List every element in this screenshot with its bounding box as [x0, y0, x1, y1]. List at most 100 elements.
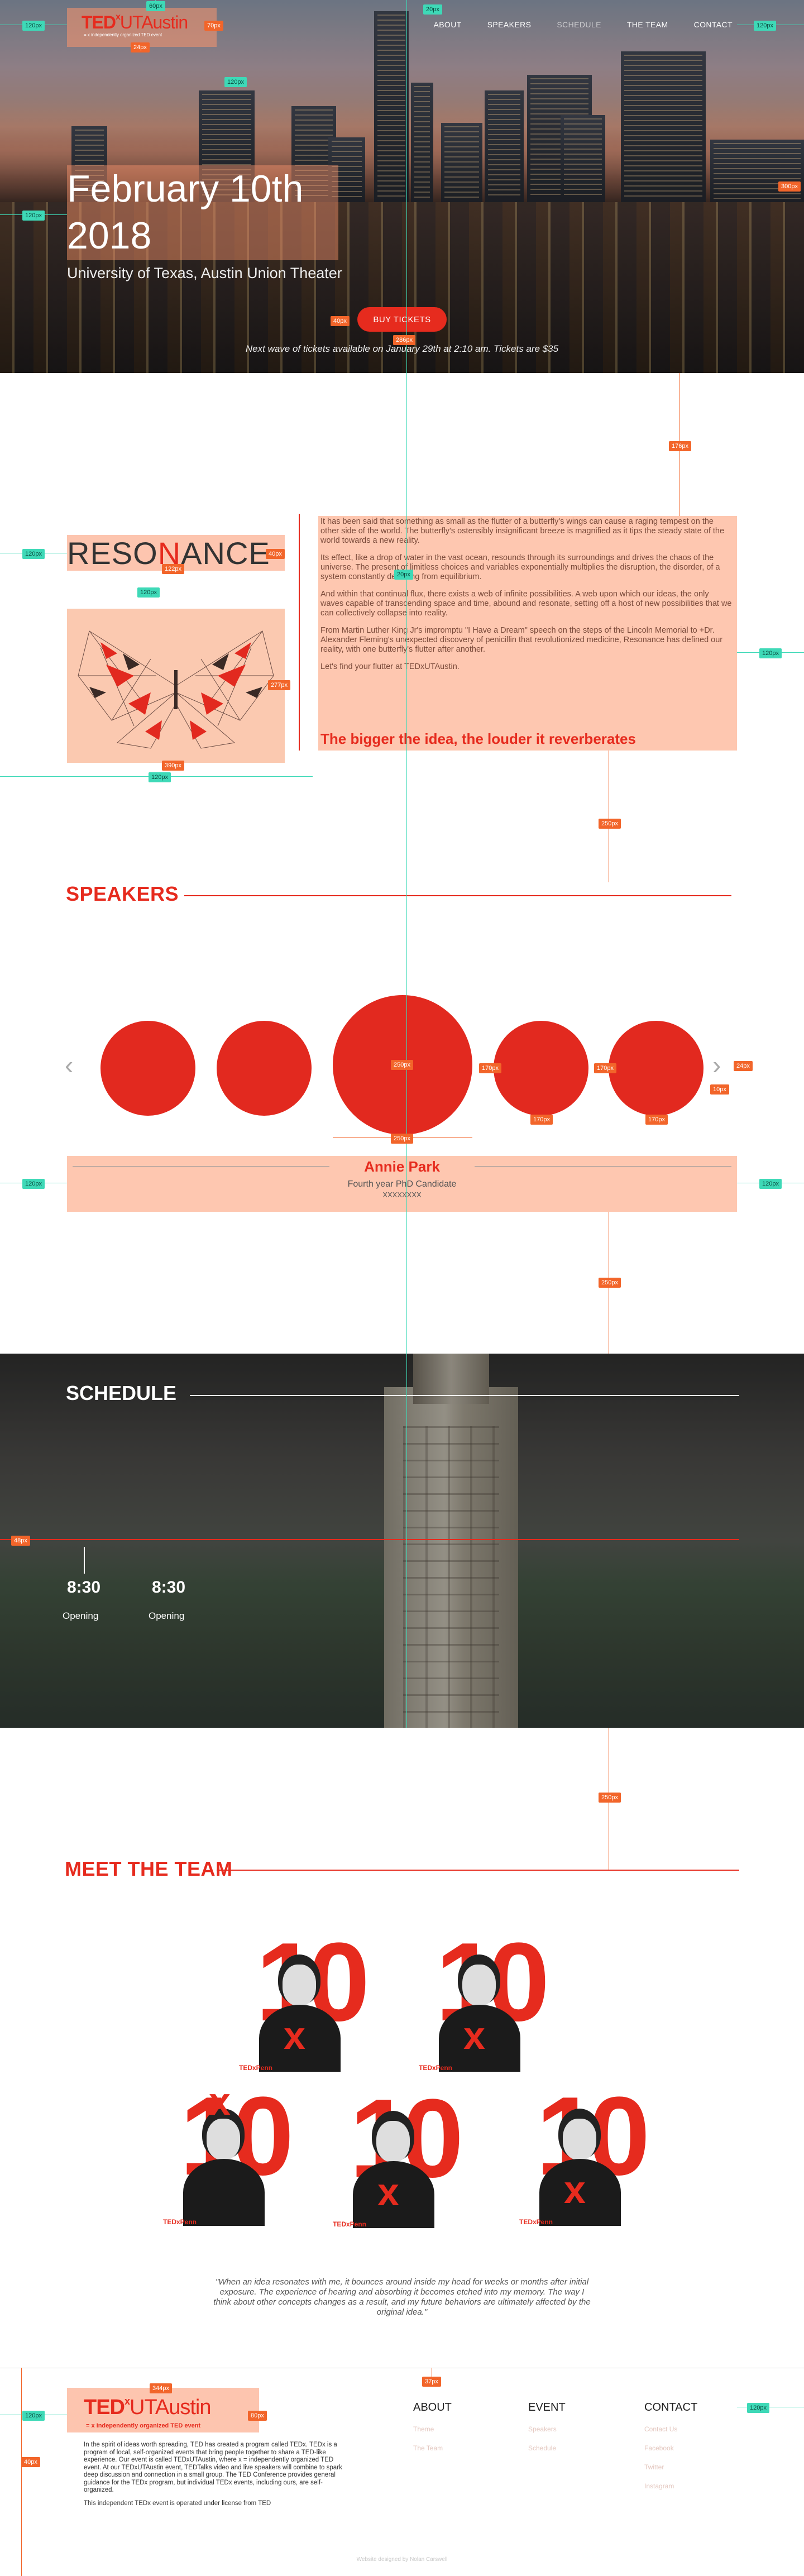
- spec-label: 20px: [423, 4, 442, 15]
- nav-schedule[interactable]: SCHEDULE: [557, 20, 601, 29]
- schedule-overlay: [0, 1354, 804, 1728]
- team-member-card[interactable]: 10 x TEDxPenn: [233, 1921, 370, 2083]
- x-icon: x: [284, 2014, 305, 2057]
- footer-link-facebook[interactable]: Facebook: [644, 2444, 674, 2452]
- chevron-left-icon[interactable]: ‹: [65, 1050, 74, 1079]
- buy-tickets-button[interactable]: BUY TICKETS: [357, 307, 447, 332]
- resonance-paragraph: Its effect, like a drop of water in the …: [320, 553, 720, 581]
- header-logo-tagline: = x independently organized TED event: [84, 32, 162, 37]
- x-icon: x: [463, 2014, 485, 2057]
- spec-label: 277px: [268, 680, 290, 690]
- team-member-card[interactable]: 10 x TEDxPenn: [413, 1921, 550, 2083]
- design-credit: Website designed by Nolan Carswell: [356, 2556, 448, 2563]
- nav-contact[interactable]: CONTACT: [693, 20, 733, 29]
- speaker-name-rule-right: [475, 1166, 731, 1167]
- footer-logo[interactable]: TEDxUTAustin: [84, 2396, 211, 2419]
- team-rule: [217, 1870, 739, 1871]
- tower-photo: [384, 1387, 518, 1728]
- member-brand: TEDxPenn: [519, 2218, 553, 2226]
- member-brand: TEDxPenn: [333, 2220, 367, 2228]
- member-face: [207, 2119, 240, 2160]
- spec-label: 170px: [530, 1115, 553, 1125]
- spec-label: 170px: [645, 1115, 668, 1125]
- header-logo[interactable]: TEDxUTAustin: [82, 12, 188, 32]
- spec-label: 120px: [149, 772, 171, 782]
- speaker-avatar[interactable]: [217, 1021, 312, 1116]
- spec-label: 250px: [599, 1793, 621, 1803]
- footer-link-contact[interactable]: Contact Us: [644, 2425, 678, 2433]
- resonance-paragraph: From Martin Luther King Jr's impromptu "…: [320, 626, 723, 654]
- resonance-title: RESONANCE: [67, 536, 270, 571]
- spec-label: 40px: [331, 316, 350, 326]
- date-highlight: [67, 165, 338, 260]
- resonance-tagline: The bigger the idea, the louder it rever…: [320, 730, 636, 747]
- spec-guide: [406, 0, 407, 1728]
- spec-label: 120px: [22, 549, 45, 559]
- event-venue: University of Texas, Austin Union Theate…: [67, 265, 342, 281]
- schedule-heading: SCHEDULE: [66, 1382, 177, 1404]
- resonance-text-highlight: [318, 516, 737, 751]
- chevron-right-icon[interactable]: ›: [712, 1050, 721, 1079]
- spec-label: 37px: [422, 2377, 441, 2387]
- team-heading: MEET THE TEAM: [65, 1857, 233, 1880]
- footer-col-about: ABOUT Theme The Team: [413, 2401, 452, 2463]
- spec-label: 80px: [248, 2411, 267, 2421]
- nav-team[interactable]: THE TEAM: [626, 20, 668, 29]
- team-member-card[interactable]: 10 x TEDxPenn: [514, 2075, 650, 2237]
- ticket-wave-note: Next wave of tickets available on Januar…: [245, 343, 559, 354]
- spec-label: 10px: [710, 1084, 729, 1095]
- speaker-name: Annie Park: [364, 1158, 440, 1175]
- nav-about[interactable]: ABOUT: [433, 20, 462, 29]
- schedule-label: Opening: [149, 1610, 185, 1621]
- spec-label: 48px: [11, 1536, 30, 1546]
- spec-label: 120px: [759, 1179, 782, 1189]
- footer-link-theme[interactable]: Theme: [413, 2425, 434, 2433]
- schedule-section: [0, 1354, 804, 1728]
- member-body: [539, 2159, 621, 2226]
- footer-col-title: CONTACT: [644, 2401, 698, 2413]
- spec-label: 170px: [594, 1063, 616, 1073]
- skyline-building: [328, 137, 365, 202]
- footer-link-speakers[interactable]: Speakers: [528, 2425, 557, 2433]
- speaker-avatar[interactable]: [494, 1021, 588, 1116]
- spec-label: 24px: [734, 1061, 753, 1071]
- nav-speakers[interactable]: SPEAKERS: [487, 20, 532, 29]
- spec-label: 70px: [204, 21, 223, 31]
- skyline-building: [374, 11, 409, 202]
- spec-label: 250px: [599, 1278, 621, 1288]
- resonance-paragraph: Let's find your flutter at TEDxUTAustin.: [320, 662, 460, 671]
- schedule-rule: [190, 1395, 739, 1396]
- speaker-avatar[interactable]: [609, 1021, 704, 1116]
- footer-link-schedule[interactable]: Schedule: [528, 2444, 557, 2452]
- speaker-name-rule-left: [73, 1166, 329, 1167]
- speakers-heading: SPEAKERS: [66, 882, 179, 905]
- skyline-building: [561, 115, 605, 202]
- butterfly-graphic: [78, 630, 274, 749]
- schedule-label: Opening: [63, 1610, 99, 1621]
- x-icon: x: [564, 2168, 586, 2211]
- spec-label: 250px: [391, 1060, 413, 1070]
- spec-label: 300px: [778, 181, 801, 192]
- skyline-building: [485, 90, 524, 202]
- team-member-card[interactable]: 10 x TEDxPenn: [157, 2075, 294, 2237]
- member-body: [259, 2005, 341, 2072]
- footer-link-team[interactable]: The Team: [413, 2444, 443, 2452]
- butterfly-illustration: [67, 609, 285, 763]
- footer-link-twitter[interactable]: Twitter: [644, 2463, 664, 2471]
- team-quote: "When an idea resonates with me, it boun…: [213, 2277, 591, 2317]
- spec-label: 120px: [22, 1179, 45, 1189]
- speakers-rule: [184, 895, 731, 896]
- skyline-building: [441, 123, 482, 202]
- footer-about: In the spirit of ideas worth spreading, …: [84, 2441, 346, 2513]
- spec-label: 120px: [22, 21, 45, 31]
- team-member-card[interactable]: 10 x TEDxPenn: [327, 2077, 464, 2239]
- footer-link-instagram[interactable]: Instagram: [644, 2482, 674, 2490]
- member-face: [376, 2121, 410, 2162]
- spec-label: 390px: [162, 761, 184, 771]
- spec-label: 120px: [747, 2403, 769, 2413]
- footer-about-text: In the spirit of ideas worth spreading, …: [84, 2441, 342, 2493]
- speaker-avatar[interactable]: [100, 1021, 195, 1116]
- spec-label: 120px: [22, 2411, 45, 2421]
- footer-logo-tagline: = x independently organized TED event: [86, 2422, 201, 2429]
